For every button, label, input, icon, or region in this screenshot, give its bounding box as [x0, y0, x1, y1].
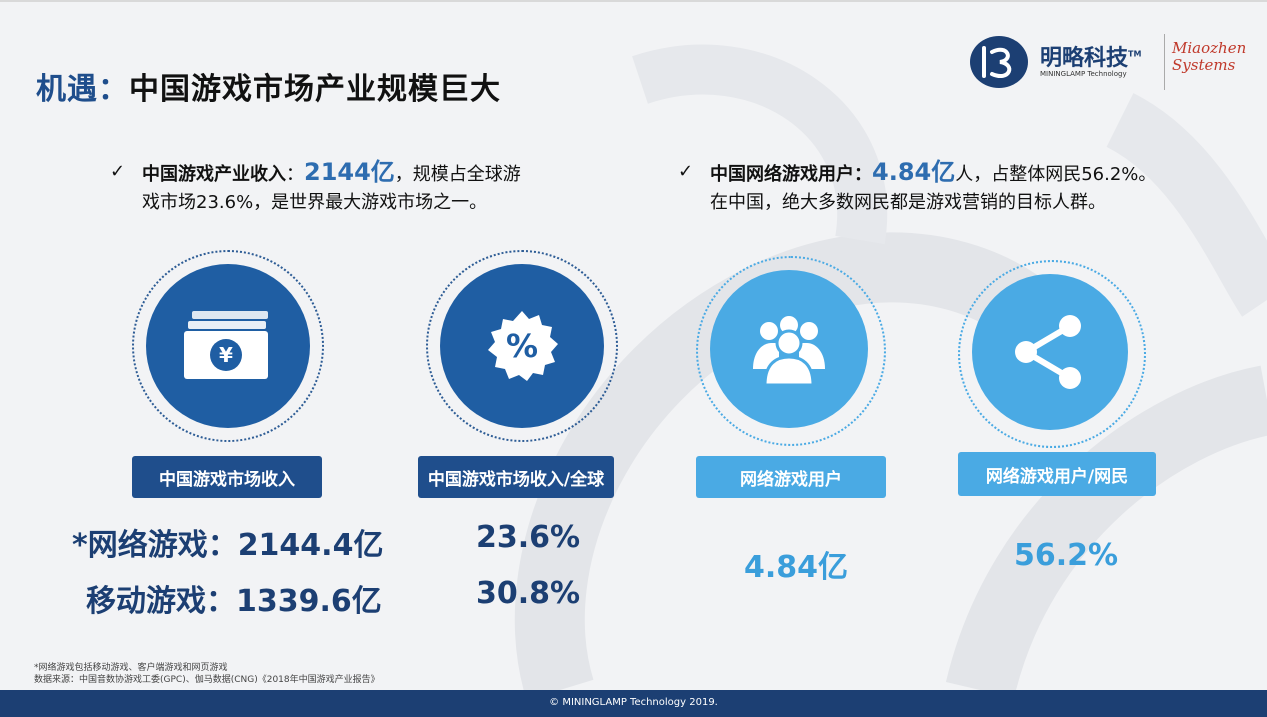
- label-users: 网络游戏用户: [696, 456, 886, 498]
- value-online-games: *网络游戏：2144.4亿: [72, 528, 384, 563]
- circle-user-share: [972, 274, 1128, 430]
- logo-english-name: MININGLAMP Technology: [1040, 70, 1127, 78]
- title-prefix: 机遇：: [36, 72, 129, 107]
- value-user-share: 56.2%: [1014, 538, 1119, 573]
- share-icon: [1015, 315, 1081, 389]
- value-online-share: 23.6%: [476, 520, 581, 555]
- logo-mark-icon: [970, 36, 1028, 88]
- user-group-icon: [753, 316, 825, 385]
- value-mobile-share: 30.8%: [476, 576, 581, 611]
- circle-global-share: %: [440, 264, 604, 428]
- label-global-share: 中国游戏市场收入/全球: [418, 456, 614, 498]
- logo-chinese-name: 明略科技TM: [1040, 46, 1142, 71]
- ring-user-share: [958, 260, 1146, 448]
- footer-copyright: © MININGLAMP Technology 2019.: [549, 697, 718, 708]
- yen-banknote-icon: ¥: [184, 311, 268, 379]
- value-users: 4.84亿: [744, 550, 849, 585]
- circle-revenue: ¥: [146, 264, 310, 428]
- ring-revenue: [132, 250, 324, 442]
- logo-divider: [1164, 34, 1165, 90]
- value-mobile-games: 移动游戏：1339.6亿: [86, 584, 382, 619]
- footnote: *网络游戏包括移动游戏、客户端游戏和网页游戏 数据来源：中国音数协游戏工委(GP…: [34, 663, 380, 685]
- bullet-revenue: ✓ 中国游戏产业收入：2144亿，规模占全球游 戏市场23.6%，是世界最大游戏…: [110, 158, 521, 213]
- brand-logo: 明略科技TM MININGLAMP Technology Miaozhen Sys…: [968, 30, 1246, 94]
- footer-bar: © MININGLAMP Technology 2019.: [0, 690, 1267, 717]
- miaozhen-logo: Miaozhen Systems: [1172, 39, 1247, 74]
- svg-text:¥: ¥: [219, 343, 233, 367]
- label-revenue: 中国游戏市场收入: [132, 456, 322, 498]
- circle-users: [710, 270, 868, 428]
- top-divider: [0, 0, 1267, 2]
- check-icon: ✓: [110, 161, 126, 182]
- svg-text:%: %: [506, 327, 538, 365]
- ring-global-share: [426, 250, 618, 442]
- label-user-share: 网络游戏用户/网民: [958, 452, 1156, 496]
- check-icon: ✓: [678, 161, 694, 182]
- percent-badge-icon: %: [488, 311, 558, 381]
- ring-users: [696, 256, 886, 446]
- page-title: 机遇：中国游戏市场产业规模巨大: [36, 64, 501, 108]
- bullet-users: ✓ 中国网络游戏用户：4.84亿人，占整体网民56.2%。 在中国，绝大多数网民…: [678, 158, 1157, 213]
- title-main: 中国游戏市场产业规模巨大: [129, 72, 501, 107]
